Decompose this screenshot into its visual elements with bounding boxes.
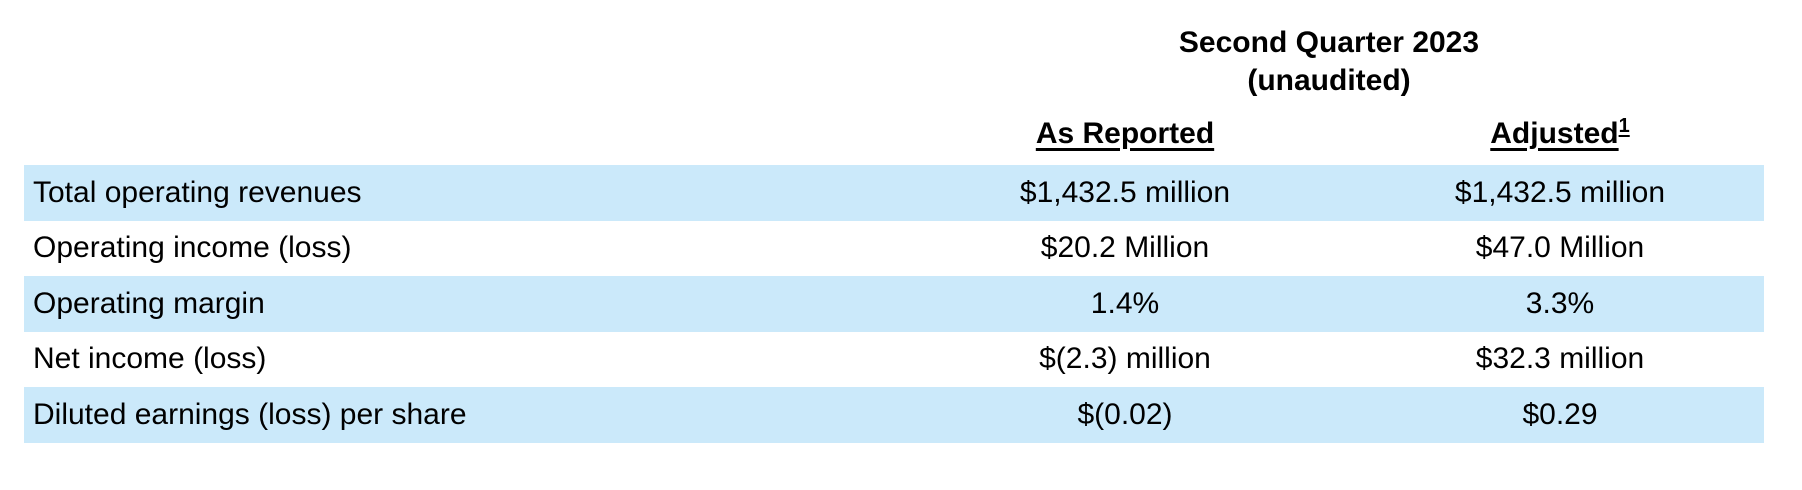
- adjusted-value: $32.3 million: [1475, 342, 1645, 376]
- as-reported-value: $(0.02): [1077, 397, 1173, 431]
- row-label: Total operating revenues: [33, 175, 362, 209]
- as-reported-value: 1.4%: [1090, 286, 1160, 320]
- as-reported-value: $20.2 Million: [1040, 231, 1210, 265]
- adjusted-value: $47.0 Million: [1475, 231, 1645, 265]
- table-title-line2: (unaudited): [1247, 64, 1411, 97]
- adjusted-label: Adjusted: [1490, 117, 1619, 150]
- row-label: Operating margin: [33, 286, 265, 320]
- column-header-spacer: [24, 114, 894, 154]
- table-title: Second Quarter 2023 (unaudited): [894, 24, 1764, 100]
- row-label: Diluted earnings (loss) per share: [33, 397, 467, 431]
- as-reported-value: $(2.3) million: [1039, 342, 1211, 376]
- as-reported-label: As Reported: [1035, 117, 1215, 150]
- adjusted-value: $1,432.5 million: [1454, 175, 1666, 209]
- column-header-adjusted: Adjusted1: [1356, 114, 1764, 154]
- column-header-row: As Reported Adjusted1: [24, 114, 1764, 154]
- table-row: Operating margin 1.4% 3.3%: [24, 276, 1764, 332]
- table-row: Net income (loss) $(2.3) million $32.3 m…: [24, 332, 1764, 388]
- as-reported-value: $1,432.5 million: [1019, 175, 1231, 209]
- row-label: Net income (loss): [33, 342, 267, 376]
- table-row: Diluted earnings (loss) per share $(0.02…: [24, 387, 1764, 443]
- column-header-as-reported: As Reported: [894, 114, 1356, 154]
- table-title-line1: Second Quarter 2023: [1178, 26, 1480, 59]
- row-label: Operating income (loss): [33, 231, 352, 265]
- table-row: Total operating revenues $1,432.5 millio…: [24, 165, 1764, 221]
- adjusted-value: 3.3%: [1525, 286, 1595, 320]
- table-body: Total operating revenues $1,432.5 millio…: [24, 165, 1764, 443]
- adjusted-footnote-marker: 1: [1618, 115, 1630, 137]
- financial-summary-table: Second Quarter 2023 (unaudited) As Repor…: [24, 0, 1764, 490]
- adjusted-value: $0.29: [1522, 397, 1598, 431]
- table-row: Operating income (loss) $20.2 Million $4…: [24, 221, 1764, 277]
